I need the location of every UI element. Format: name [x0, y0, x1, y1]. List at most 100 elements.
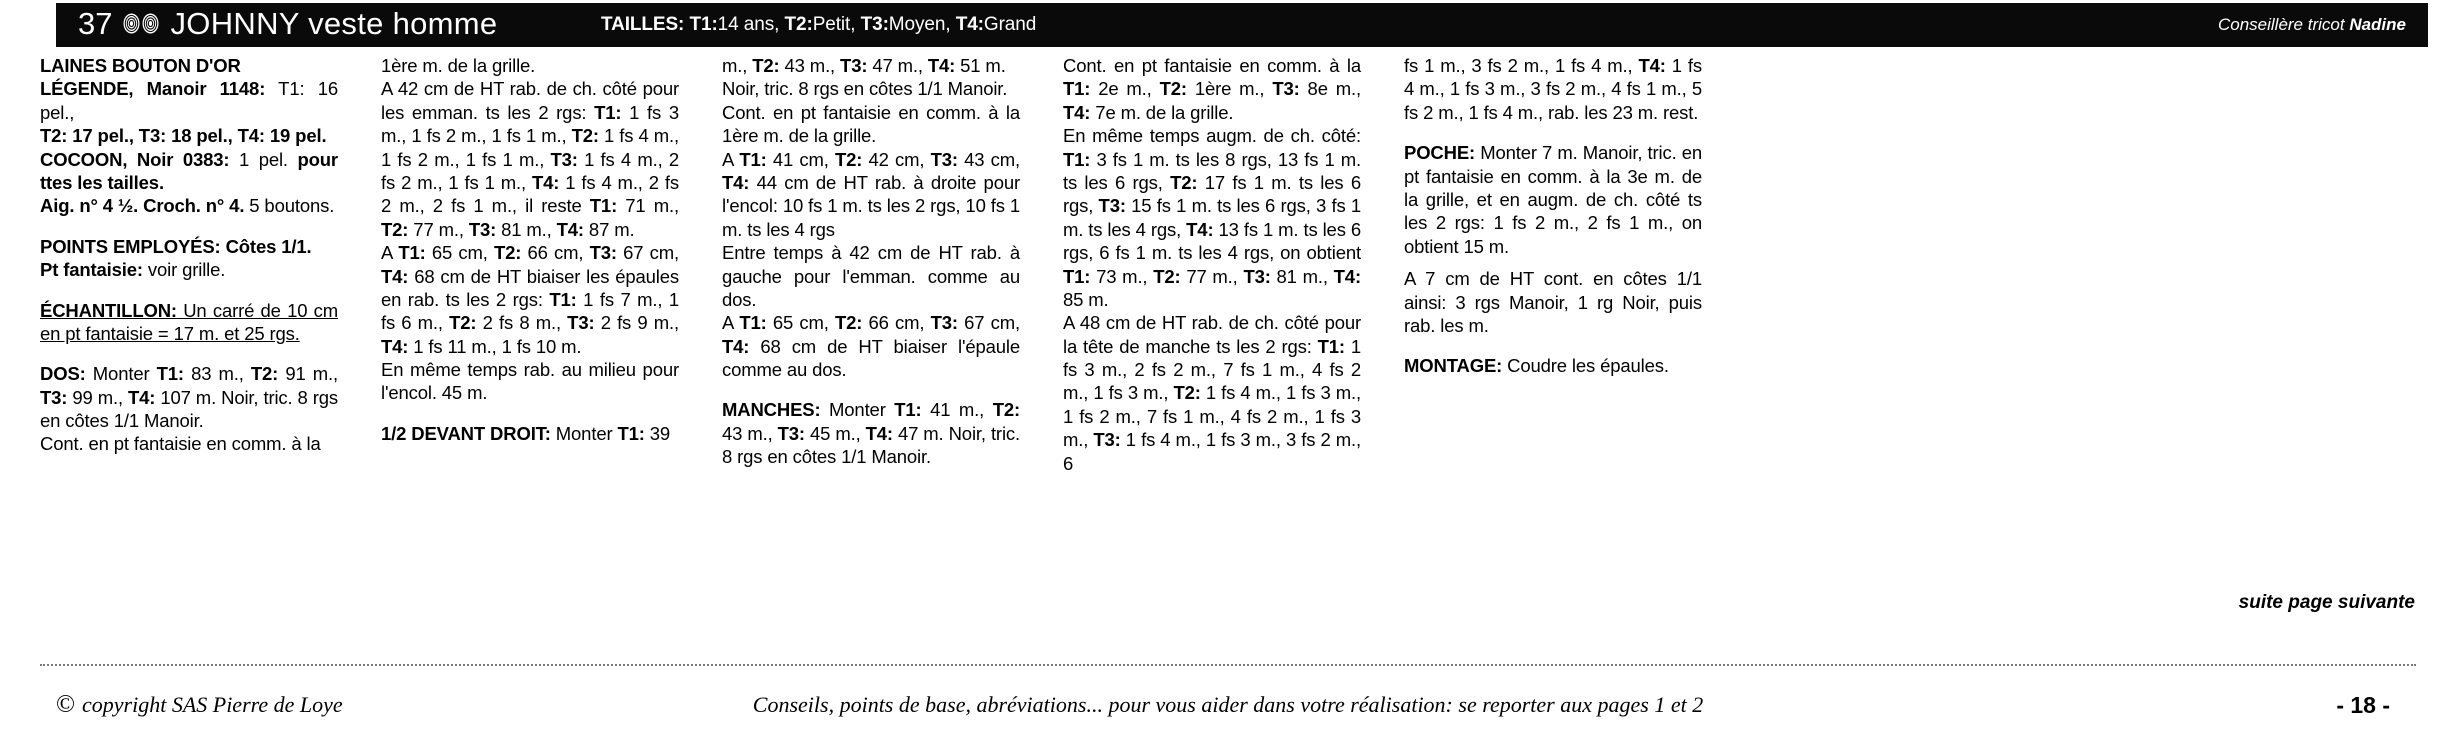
- armhole-rest-t1-value: 71 m.,: [617, 195, 679, 217]
- sleeves-t4-value: 47 m. Noir, tric. 8 rgs en côtes 1/1 Man…: [722, 422, 1020, 468]
- sleeve-fancy-t2-code: T2:: [1159, 78, 1187, 100]
- sleeve-inc-t3-code: T3:: [1098, 195, 1126, 217]
- sleeves-heading: MANCHES:: [722, 399, 821, 421]
- front-t4-code: T4:: [927, 55, 956, 76]
- sleeves-section: MANCHES: Monter T1: 41 m., T2: 43 m., T3…: [722, 398, 1020, 468]
- needles-line: Aig. n° 4 ½. Croch. n° 4. 5 boutons.: [40, 194, 338, 217]
- spacer: [381, 405, 679, 422]
- pocket-text: Monter 7 m. Manoir, tric. en pt fantaisi…: [1404, 142, 1702, 257]
- stitches-value: Côtes 1/1.: [220, 235, 312, 257]
- front-t2-code: T2:: [752, 55, 780, 76]
- gauge-text: Un carré de 10 cm en pt fantaisie = 17 m…: [40, 299, 338, 344]
- yarn-skein-icon: [123, 13, 159, 37]
- sleeve-fancy-t3-code: T3:: [1272, 78, 1300, 100]
- size-code-t3: T3:: [860, 14, 889, 35]
- assembly-section: MONTAGE: Coudre les épaules.: [1404, 354, 1702, 377]
- sleeve-fancy-t1-value: 2e m.,: [1090, 78, 1160, 100]
- armhole-t3-code: T3:: [550, 148, 578, 170]
- copyright-block: © copyright SAS Pierre de Loye: [56, 692, 343, 718]
- sleeve-obt-t1-code: T1:: [1063, 265, 1091, 287]
- sleeves-t2-code: T2:: [992, 399, 1020, 421]
- front-shoulder-t3-value: 67 cm,: [957, 312, 1020, 334]
- right-front-monter: Monter: [550, 422, 618, 444]
- right-front-t1-code: T1:: [617, 422, 645, 444]
- spacer: [722, 381, 1020, 398]
- yarn-legende-line: LÉGENDE, Manoir 1148: T1: 16 pel.,: [40, 77, 338, 124]
- front-shoulder-t2-code: T2:: [835, 312, 863, 334]
- size-value-t4: Grand: [983, 14, 1037, 35]
- sleeve-inc-t2-value: 17 fs 1 m. ts les 6 rgs,: [1063, 171, 1361, 217]
- column-4: Cont. en pt fantaisie en comm. à la T1: …: [1063, 54, 1361, 614]
- right-front-section: 1/2 DEVANT DROIT: Monter T1: 39: [381, 422, 679, 445]
- size-code-t4: T4:: [955, 14, 984, 35]
- yarn-skein-icon-1: [123, 13, 140, 34]
- back-monter: Monter: [85, 363, 157, 385]
- front-m-unit: m.,: [722, 55, 753, 76]
- front-neck-t4-code: T4:: [722, 171, 750, 193]
- fancy-stitch-line: Pt fantaisie: voir grille.: [40, 258, 338, 281]
- gauge-heading: ÉCHANTILLON:: [40, 299, 177, 321]
- column-5: fs 1 m., 3 fs 2 m., 1 fs 4 m., T4: 1 fs …: [1404, 54, 1702, 614]
- armhole-rest-t1-code: T1:: [589, 195, 618, 217]
- shoulder-instructions: A T1: 65 cm, T2: 66 cm, T3: 67 cm, T4: 6…: [381, 241, 679, 358]
- sleeves-monter: Monter: [820, 399, 895, 421]
- sleeves-t2-value: 43 m.,: [722, 422, 778, 444]
- shoulder-b-t2-value: 2 fs 8 m.,: [476, 312, 568, 334]
- size-value-t2: Petit,: [812, 14, 856, 35]
- shoulder-t3-value: 67 cm,: [616, 242, 679, 264]
- sizes-legend: TAILLES: T1:14 ans, T2:Petit, T3:Moyen, …: [601, 14, 1036, 36]
- back-t2-code: T2:: [250, 363, 279, 385]
- header-title-group: 37 JOHNNY veste homme: [78, 8, 497, 42]
- armhole-rest-t4-code: T4:: [556, 218, 584, 240]
- sleeve-obt-t4-value: 85 m.: [1063, 288, 1109, 310]
- pattern-columns: LAINES BOUTON D'OR LÉGENDE, Manoir 1148:…: [40, 54, 2420, 614]
- back-section: DOS: Monter T1: 83 m., T2: 91 m., T3: 99…: [40, 362, 338, 432]
- sleeve-inc-t3-value: 15 fs 1 m. ts les 6 rgs, 3 fs 1 m. ts le…: [1063, 195, 1361, 240]
- sleeve-cap-t4-code: T4:: [1638, 55, 1666, 76]
- sleeve-increase-instructions: En même temps augm. de ch. côté: T1: 3 f…: [1063, 124, 1361, 311]
- sleeve-fancy-t4-code: T4:: [1063, 101, 1091, 123]
- stitches-heading: POINTS EMPLOYÉS:: [40, 235, 221, 257]
- shoulder-b-t2-code: T2:: [449, 312, 477, 334]
- shoulder-b-t3-code: T3:: [567, 312, 595, 334]
- front-shoulder-t3-code: T3:: [930, 312, 958, 334]
- front-cast-on-cont: m., T2: 43 m., T3: 47 m., T4: 51 m.: [722, 54, 1020, 77]
- yarn-heading-text: LAINES BOUTON D'OR: [40, 55, 241, 76]
- front-shoulder-t1-code: T1:: [739, 312, 767, 334]
- sleeve-cap-t1-code: T1:: [1317, 335, 1345, 357]
- sleeve-fancy-start: Cont. en pt fantaisie en comm. à la T1: …: [1063, 54, 1361, 124]
- front-t2-value: 43 m.,: [779, 55, 841, 76]
- armhole-t1-code: T1:: [594, 101, 622, 123]
- fancy-stitch-label: Pt fantaisie:: [40, 259, 143, 281]
- column-2: 1ère m. de la grille. A 42 cm de HT rab.…: [381, 54, 679, 614]
- front-shoulder-t2-value: 66 cm,: [862, 312, 931, 334]
- sleeves-t4-code: T4:: [865, 422, 893, 444]
- needles-text: Aig. n° 4 ½. Croch. n° 4.: [40, 195, 245, 217]
- back-t2-value: 91 m.,: [278, 363, 338, 385]
- sleeves-t3-value: 45 m.,: [804, 422, 866, 444]
- back-t3-value: 99 m.,: [67, 386, 128, 408]
- sleeve-fancy-intro: Cont. en pt fantaisie en comm. à la: [1063, 55, 1361, 76]
- front-t4-value: 51 m.: [955, 55, 1006, 76]
- right-front-t1-value: 39: [644, 422, 671, 444]
- shoulder-intro: A: [381, 242, 399, 264]
- back-t4-value: 107 m. Noir, tric. 8 rgs en côtes 1/1 Ma…: [40, 386, 338, 432]
- page-header-bar: 37 JOHNNY veste homme TAILLES: T1: [56, 3, 2428, 47]
- advisor-credit: Conseillère tricot Nadine: [2218, 15, 2406, 35]
- sizes-label: TAILLES:: [601, 14, 685, 35]
- armhole-t2-code: T2:: [571, 125, 599, 147]
- shoulder-t1-value: 65 cm,: [425, 242, 494, 264]
- pocket-section: POCHE: Monter 7 m. Manoir, tric. en pt f…: [1404, 141, 1702, 258]
- model-number: 37: [78, 6, 113, 41]
- front-neck-t2-code: T2:: [835, 148, 863, 170]
- sleeve-fancy-t2-value: 1ère m.,: [1186, 78, 1273, 100]
- front-neck-t1-code: T1:: [739, 148, 767, 170]
- front-neck-intro: A: [722, 148, 740, 170]
- back-heading: DOS:: [40, 363, 86, 385]
- footer-divider: [40, 664, 2416, 666]
- shoulder-t4-code: T4:: [381, 265, 409, 287]
- yarn-cocoon-label: COCOON, Noir 0383:: [40, 148, 230, 170]
- front-neckline-instructions: A T1: 41 cm, T2: 42 cm, T3: 43 cm, T4: 4…: [722, 148, 1020, 242]
- sleeve-cap-t4-value: 1 fs 4 m., 1 fs 3 m., 3 fs 2 m., 4 fs 1 …: [1404, 55, 1702, 123]
- yarn-legende-label: LÉGENDE, Manoir 1148:: [40, 78, 266, 100]
